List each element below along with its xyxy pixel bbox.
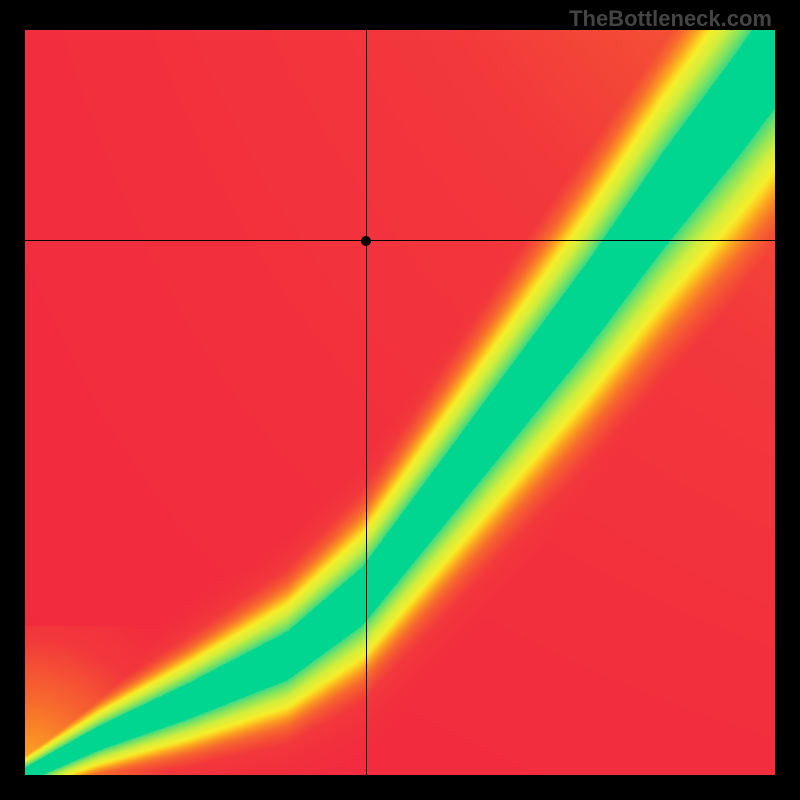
watermark-text: TheBottleneck.com: [569, 6, 772, 32]
crosshair-marker: [361, 236, 371, 246]
heatmap-canvas: [25, 30, 775, 775]
heatmap-plot: [25, 30, 775, 775]
crosshair-horizontal: [25, 240, 775, 241]
crosshair-vertical: [366, 30, 367, 775]
